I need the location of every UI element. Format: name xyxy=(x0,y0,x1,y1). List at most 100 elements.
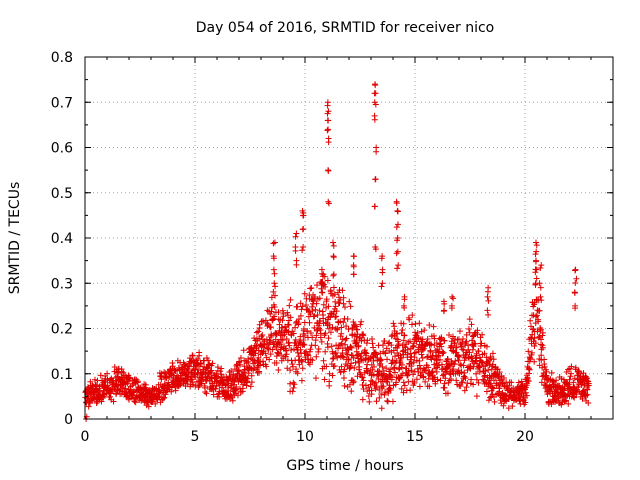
data-point xyxy=(394,265,401,272)
data-point xyxy=(145,403,152,410)
data-point xyxy=(533,266,540,273)
data-point xyxy=(408,321,415,328)
data-point xyxy=(442,375,449,382)
data-point xyxy=(477,334,484,341)
data-point xyxy=(338,363,345,370)
data-point xyxy=(378,391,385,398)
data-point xyxy=(292,336,299,343)
x-tick-label: 5 xyxy=(191,429,200,445)
data-point xyxy=(580,370,587,377)
data-point xyxy=(346,365,353,372)
data-point xyxy=(300,209,307,216)
data-point xyxy=(481,350,488,357)
data-point xyxy=(360,377,367,384)
data-point xyxy=(248,372,255,379)
data-point xyxy=(496,385,503,392)
data-point xyxy=(541,363,548,370)
data-point xyxy=(322,348,329,355)
data-point xyxy=(532,340,539,347)
data-point xyxy=(256,368,263,375)
data-point xyxy=(203,390,210,397)
data-point xyxy=(525,377,532,384)
data-point xyxy=(411,379,418,386)
data-point xyxy=(362,349,369,356)
data-point xyxy=(483,388,490,395)
data-point xyxy=(409,343,416,350)
data-point xyxy=(275,366,282,373)
data-point xyxy=(243,360,250,367)
data-point xyxy=(532,269,539,276)
data-point xyxy=(285,321,292,328)
data-point xyxy=(309,307,316,314)
y-tick-label: 0.2 xyxy=(51,322,73,338)
data-point xyxy=(201,383,208,390)
data-point xyxy=(566,381,573,388)
data-point xyxy=(253,329,260,336)
data-point xyxy=(416,362,423,369)
data-point xyxy=(329,372,336,379)
data-point xyxy=(373,351,380,358)
data-point xyxy=(339,287,346,294)
data-point xyxy=(325,335,332,342)
data-point xyxy=(419,336,426,343)
data-point xyxy=(538,262,545,269)
data-point xyxy=(340,300,347,307)
data-point xyxy=(247,383,254,390)
data-point xyxy=(404,346,411,353)
data-point xyxy=(388,360,395,367)
data-point xyxy=(381,338,388,345)
data-point xyxy=(376,394,383,401)
data-point xyxy=(177,381,184,388)
data-point xyxy=(532,251,539,258)
data-point xyxy=(548,369,555,376)
data-point xyxy=(468,321,475,328)
data-point xyxy=(192,382,199,389)
data-point xyxy=(469,337,476,344)
data-point xyxy=(455,357,462,364)
data-point xyxy=(229,397,236,404)
x-axis-label: GPS time / hours xyxy=(286,458,403,474)
data-point xyxy=(385,390,392,397)
data-point xyxy=(389,359,396,366)
data-point xyxy=(357,334,364,341)
data-point xyxy=(270,240,277,247)
data-point xyxy=(254,363,261,370)
data-point xyxy=(333,308,340,315)
data-point xyxy=(332,313,339,320)
data-point xyxy=(553,377,560,384)
data-point xyxy=(236,358,243,365)
data-point xyxy=(459,335,466,342)
data-point xyxy=(522,399,529,406)
data-point xyxy=(320,282,327,289)
data-point xyxy=(451,360,458,367)
data-point xyxy=(456,353,463,360)
data-point xyxy=(565,400,572,407)
data-point xyxy=(122,385,129,392)
data-point xyxy=(475,363,482,370)
data-point xyxy=(523,392,530,399)
data-point xyxy=(114,369,121,376)
data-point xyxy=(449,293,456,300)
data-point xyxy=(87,378,94,385)
data-point xyxy=(426,322,433,329)
data-point xyxy=(395,341,402,348)
data-point xyxy=(531,343,538,350)
data-point xyxy=(413,338,420,345)
data-point xyxy=(434,376,441,383)
data-point xyxy=(425,364,432,371)
data-point xyxy=(456,328,463,335)
data-point xyxy=(315,348,322,355)
data-point xyxy=(200,366,207,373)
data-point xyxy=(407,338,414,345)
data-point xyxy=(326,378,333,385)
data-point xyxy=(332,349,339,356)
data-point xyxy=(527,356,534,363)
data-point xyxy=(468,353,475,360)
data-point xyxy=(98,398,105,405)
data-point xyxy=(387,372,394,379)
data-point xyxy=(290,363,297,370)
data-point xyxy=(338,324,345,331)
data-point xyxy=(368,391,375,398)
data-point xyxy=(355,342,362,349)
data-point xyxy=(420,373,427,380)
